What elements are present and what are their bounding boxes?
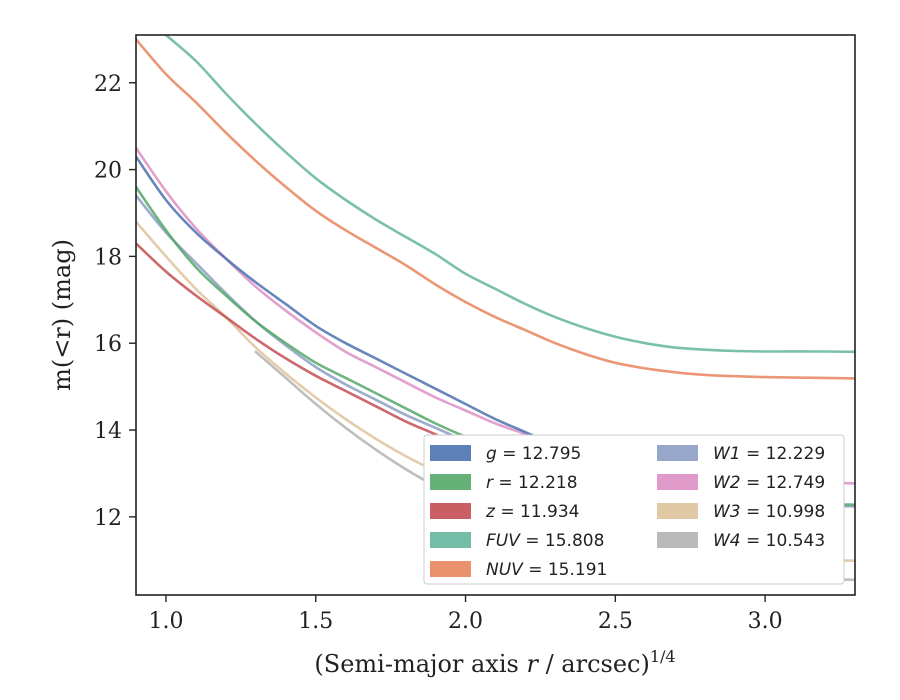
legend-swatch-w4 — [657, 532, 698, 548]
legend-label-w3: W3 = 10.998 — [713, 502, 825, 522]
y-tick-label: 16 — [94, 332, 122, 357]
legend-label-nuv: NUV = 15.191 — [486, 560, 607, 580]
legend-series-value: = 10.998 — [741, 502, 826, 522]
legend-series-name: r — [486, 473, 494, 493]
legend-series-name: z — [485, 502, 496, 522]
y-axis-ticks: 12 14 16 18 20 22 — [94, 72, 136, 531]
x-tick-label: 1.0 — [148, 609, 183, 634]
legend-swatch-w2 — [657, 474, 698, 490]
legend-series-value: = 11.934 — [495, 502, 580, 522]
series-line-g — [136, 155, 827, 482]
legend-series-value: = 15.808 — [520, 531, 605, 551]
legend-swatch-r — [430, 474, 471, 490]
x-tick-label: 2.0 — [448, 609, 483, 634]
legend-label-z: z = 11.934 — [485, 502, 579, 522]
legend-series-value: = 12.795 — [497, 444, 582, 464]
legend-label-fuv: FUV = 15.808 — [486, 531, 604, 551]
legend-series-value: = 10.543 — [741, 531, 826, 551]
x-axis-label-variable: r — [526, 650, 539, 678]
legend-label-w1: W1 = 12.229 — [713, 444, 825, 464]
legend-box — [423, 434, 845, 585]
plot-frame — [135, 34, 856, 596]
y-tick-label: 18 — [94, 245, 122, 270]
legend-series-name: W3 — [713, 502, 741, 522]
legend-series-name: g — [486, 444, 497, 464]
legend-label-r: r = 12.218 — [486, 473, 578, 493]
series-line-w2 — [136, 146, 855, 485]
x-axis-label-rest: / arcsec) — [538, 650, 650, 678]
x-tick-label: 2.5 — [598, 609, 633, 634]
x-tick-label: 3.0 — [748, 609, 783, 634]
legend-swatch-g — [430, 445, 471, 461]
legend-label-g: g = 12.795 — [486, 444, 581, 464]
x-axis-ticks: 1.0 1.5 2.0 2.5 3.0 — [148, 595, 783, 634]
x-axis-label: (Semi-major axis r / arcsec)1/4 — [314, 647, 675, 678]
legend-series-value: = 12.749 — [741, 473, 826, 493]
series-line-fuv — [164, 35, 855, 354]
legend-series-name: NUV — [486, 560, 524, 580]
y-tick-label: 14 — [94, 419, 122, 444]
legend-swatch-w1 — [657, 445, 698, 461]
legend-swatch-nuv — [430, 561, 471, 577]
x-tick-label: 1.5 — [298, 609, 333, 634]
legend-series-name: W4 — [713, 531, 741, 551]
y-tick-label: 22 — [94, 72, 122, 97]
legend-series-value: = 15.191 — [523, 560, 608, 580]
y-axis-label: m(<r) (mag) — [48, 239, 76, 391]
legend-label-w4: W4 = 10.543 — [713, 531, 825, 551]
legend-series-name: FUV — [486, 531, 521, 551]
legend-swatch-fuv — [430, 532, 471, 548]
legend-series-name: W2 — [713, 473, 741, 493]
legend-swatch-z — [430, 503, 471, 519]
legend-series-value: = 12.218 — [493, 473, 578, 493]
x-axis-label-exponent: 1/4 — [650, 647, 676, 666]
legend-label-w2: W2 = 12.749 — [713, 473, 825, 493]
y-tick-label: 12 — [94, 506, 122, 531]
legend-series-value: = 12.229 — [741, 444, 826, 464]
legend-swatch-w3 — [657, 503, 698, 519]
y-tick-label: 20 — [94, 159, 122, 184]
series-line-nuv — [136, 38, 855, 380]
legend-series-name: W1 — [713, 444, 741, 464]
